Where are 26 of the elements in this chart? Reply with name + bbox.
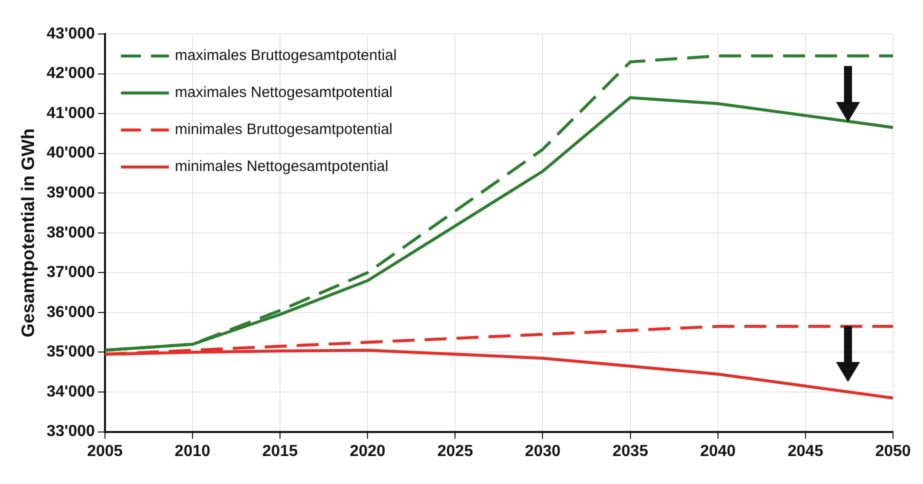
legend-label: minimales Nettogesamtpotential (174, 158, 388, 176)
y-tick-label: 38'000 (46, 224, 95, 242)
y-tick-label: 36'000 (46, 304, 95, 321)
y-tick-label: 34'000 (46, 383, 95, 400)
y-tick-label: 40'000 (46, 144, 95, 162)
x-tick-label: 2005 (87, 442, 123, 460)
x-tick-label: 2045 (788, 442, 824, 460)
legend-label: maximales Bruttogesamtpotential (174, 47, 397, 64)
y-tick-label: 37'000 (46, 264, 95, 282)
x-tick-label: 2030 (524, 442, 561, 460)
x-tick-label: 2020 (350, 442, 386, 460)
x-tick-label: 2035 (612, 442, 648, 460)
y-tick-label: 33'000 (46, 423, 95, 440)
y-tick-label: 43'000 (46, 25, 95, 42)
y-tick-label: 35'000 (46, 344, 95, 361)
x-tick-label: 2025 (437, 442, 474, 460)
x-tick-label: 2040 (700, 442, 736, 460)
x-tick-label: 2015 (262, 442, 298, 460)
y-tick-label: 41'000 (46, 104, 95, 122)
y-axis-title: Gesamtpotential in GWh (18, 128, 38, 338)
x-tick-label: 2010 (174, 442, 210, 460)
legend-label: minimales Bruttogesamtpotential (174, 121, 393, 138)
legend-label: maximales Nettogesamtpotential (174, 84, 393, 102)
y-tick-label: 42'000 (46, 65, 95, 82)
y-tick-label: 39'000 (46, 184, 95, 202)
x-tick-label: 2050 (875, 442, 911, 460)
